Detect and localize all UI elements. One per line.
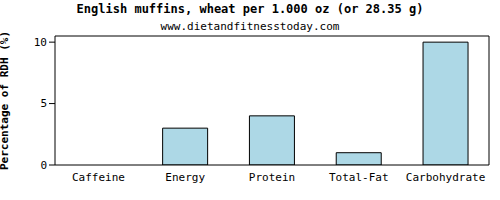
svg-text:Energy: Energy [165,171,205,184]
html-text:www.dietandfitnesstoday.com: www.dietandfitnesstoday.com [160,20,340,33]
svg-text:Protein: Protein [249,171,295,184]
svg-text:Caffeine: Caffeine [72,171,125,184]
svg-text:Carbohydrate: Carbohydrate [406,171,485,184]
svg-text:5: 5 [40,97,47,110]
svg-text:Percentage of RDH (%): Percentage of RDH (%) [8,31,11,170]
html-text:English muffins, wheat per 1.0: English muffins, wheat per 1.000 oz (or … [76,2,424,16]
svg-text:0: 0 [40,159,47,172]
svg-text:10: 10 [34,36,47,49]
svg-text:Total-Fat: Total-Fat [329,171,389,184]
